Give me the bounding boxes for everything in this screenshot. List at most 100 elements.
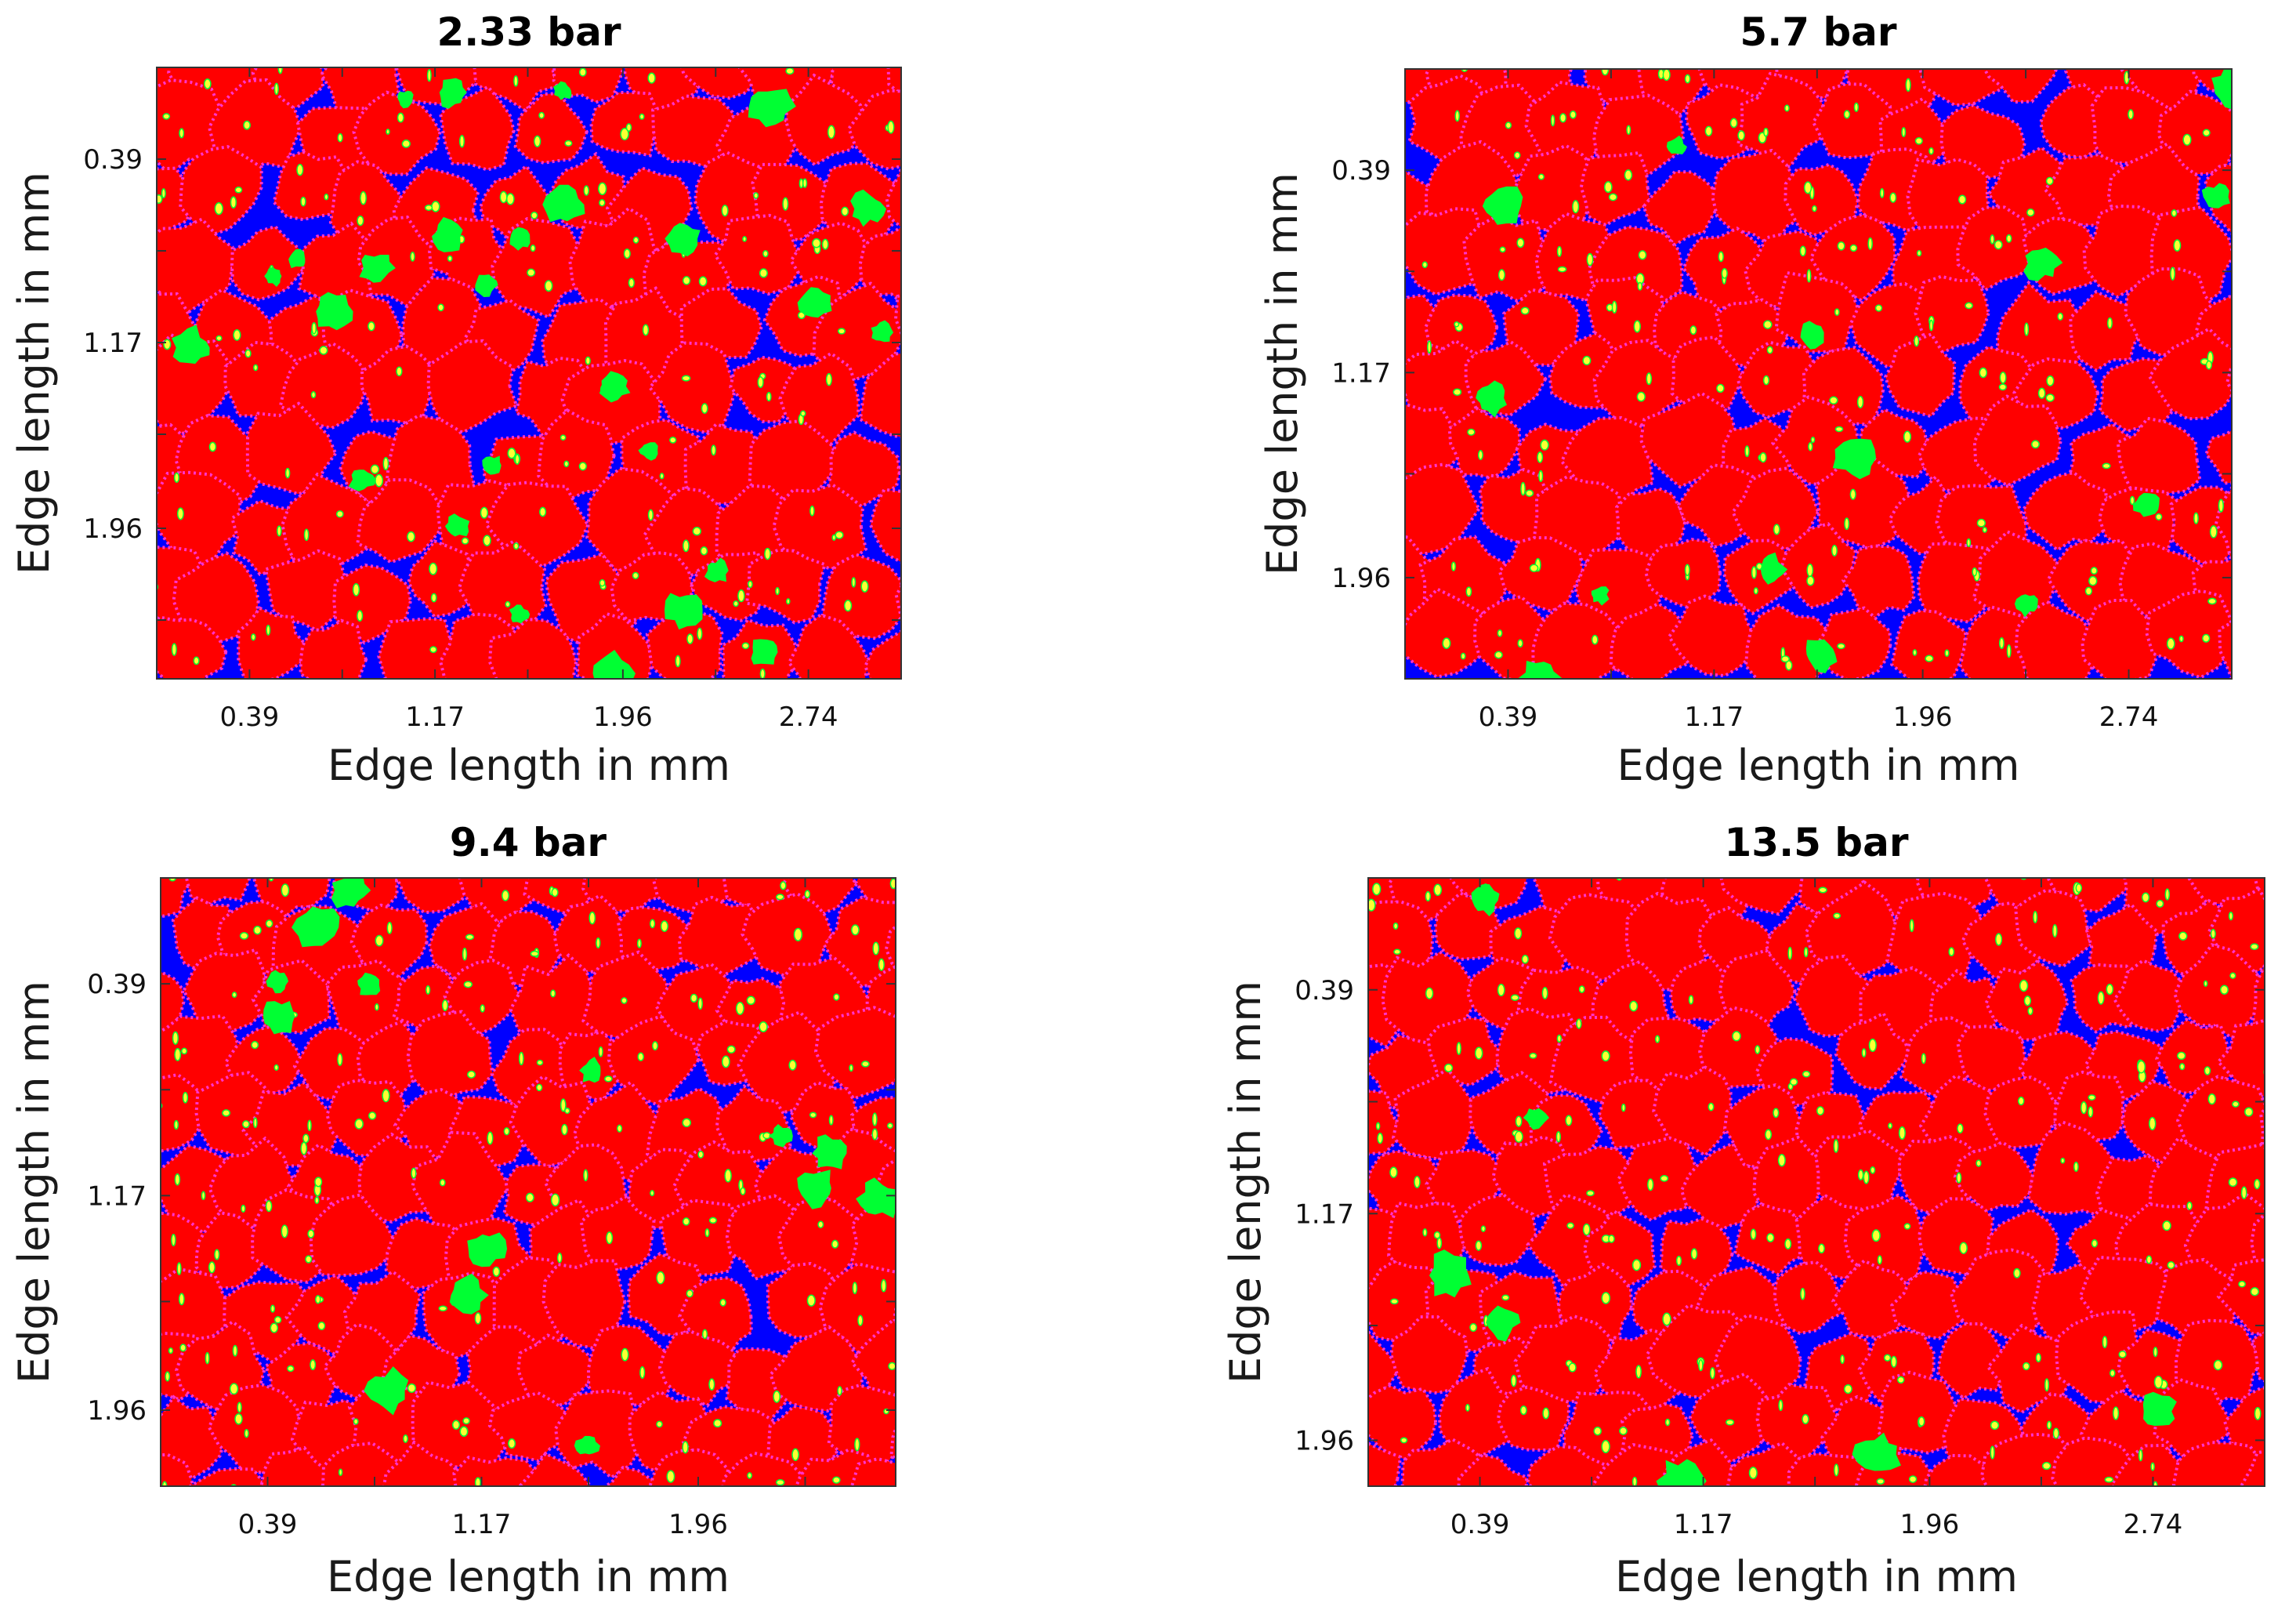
inclusion — [2284, 1464, 2292, 1476]
grain — [2082, 204, 2175, 299]
inclusion — [1979, 367, 1988, 379]
grain — [518, 1451, 592, 1486]
inclusion — [370, 464, 380, 474]
inclusion — [1876, 1478, 1885, 1485]
inclusion — [1750, 1228, 1757, 1240]
inclusion — [1884, 1354, 1892, 1362]
inclusion — [2258, 248, 2264, 256]
inclusion — [2173, 42, 2177, 52]
inclusion — [1718, 251, 1724, 263]
pore-patch — [751, 639, 778, 665]
grain — [1609, 601, 1696, 679]
grain — [1890, 1270, 1971, 1340]
x-axis-label: Edge length in mm — [328, 741, 730, 790]
inclusion — [1995, 933, 2003, 946]
grain — [820, 553, 901, 640]
inclusion — [407, 1383, 417, 1393]
inclusion — [1425, 890, 1431, 901]
inclusion — [906, 1370, 913, 1379]
grain — [161, 1452, 195, 1486]
inclusion — [1497, 984, 1505, 997]
inclusion — [900, 113, 901, 119]
inclusion — [930, 1190, 935, 1197]
pore-patch — [1476, 380, 1507, 418]
inclusion — [632, 571, 639, 579]
inclusion — [759, 268, 768, 278]
inclusion — [701, 1329, 708, 1340]
inclusion — [965, 1238, 969, 1248]
inclusion — [804, 890, 810, 899]
grain — [309, 1193, 397, 1278]
inclusion — [1591, 634, 1599, 645]
inclusion — [2097, 991, 2105, 1005]
inclusion — [1972, 567, 1978, 577]
inclusion — [319, 346, 328, 355]
grain — [1405, 587, 1499, 679]
inclusion — [1538, 470, 1544, 482]
inclusion — [1773, 1108, 1780, 1119]
inclusion — [1751, 566, 1757, 579]
grain — [207, 1383, 302, 1474]
inclusion — [168, 1347, 174, 1354]
inclusion — [1621, 1103, 1626, 1112]
x-axis-label: Edge length in mm — [1615, 1552, 2018, 1601]
inclusion — [2118, 1351, 2127, 1358]
inclusion — [462, 1417, 470, 1425]
pore-patch — [871, 320, 894, 343]
inclusion — [2238, 1280, 2246, 1288]
inclusion — [182, 1091, 189, 1104]
inclusion — [483, 535, 491, 546]
inclusion — [1834, 1463, 1839, 1477]
inclusion — [782, 197, 789, 211]
inclusion — [914, 202, 917, 214]
inclusion — [700, 546, 708, 556]
inclusion — [492, 1266, 501, 1277]
inclusion — [917, 1190, 922, 1195]
inclusion — [281, 1224, 288, 1238]
grain — [281, 472, 378, 569]
inclusion — [231, 992, 237, 999]
inclusion — [1655, 1035, 1660, 1043]
inclusion — [1957, 194, 1967, 205]
x-tick-label: 2.74 — [779, 702, 838, 733]
grain — [2259, 1106, 2265, 1155]
inclusion — [2239, 309, 2243, 317]
inclusion — [2243, 364, 2249, 371]
inclusion — [682, 1217, 690, 1226]
inclusion — [1513, 151, 1521, 159]
inclusion — [1497, 269, 1505, 281]
inclusion — [766, 392, 772, 402]
inclusion — [171, 643, 177, 656]
inclusion — [954, 1496, 962, 1501]
inclusion — [2228, 1177, 2238, 1188]
inclusion — [163, 339, 172, 350]
inclusion — [1879, 188, 1885, 198]
inclusion — [502, 890, 509, 901]
inclusion — [1593, 1427, 1602, 1436]
inclusion — [1566, 1222, 1574, 1229]
inclusion — [273, 1064, 279, 1072]
inclusion — [1377, 1133, 1384, 1144]
inclusion — [1918, 1416, 1925, 1427]
inclusion — [682, 276, 691, 285]
inclusion — [1497, 629, 1503, 637]
inclusion — [954, 242, 960, 254]
inclusion — [1515, 1115, 1523, 1127]
inclusion — [938, 1135, 944, 1142]
grain — [360, 344, 437, 425]
inclusion — [806, 1294, 816, 1307]
inclusion — [1803, 181, 1813, 194]
pore-patch — [467, 1232, 508, 1267]
grain — [2251, 962, 2265, 1035]
pore-patch — [444, 513, 470, 537]
inclusion — [2027, 1006, 2033, 1015]
grain — [157, 470, 242, 567]
inclusion — [1763, 127, 1769, 137]
inclusion — [638, 1492, 644, 1505]
grain — [849, 1319, 896, 1405]
inclusion — [353, 1418, 359, 1425]
inclusion — [451, 1420, 461, 1430]
grain — [2280, 1011, 2296, 1094]
inclusion — [2114, 58, 2122, 64]
grain — [1462, 213, 1557, 303]
